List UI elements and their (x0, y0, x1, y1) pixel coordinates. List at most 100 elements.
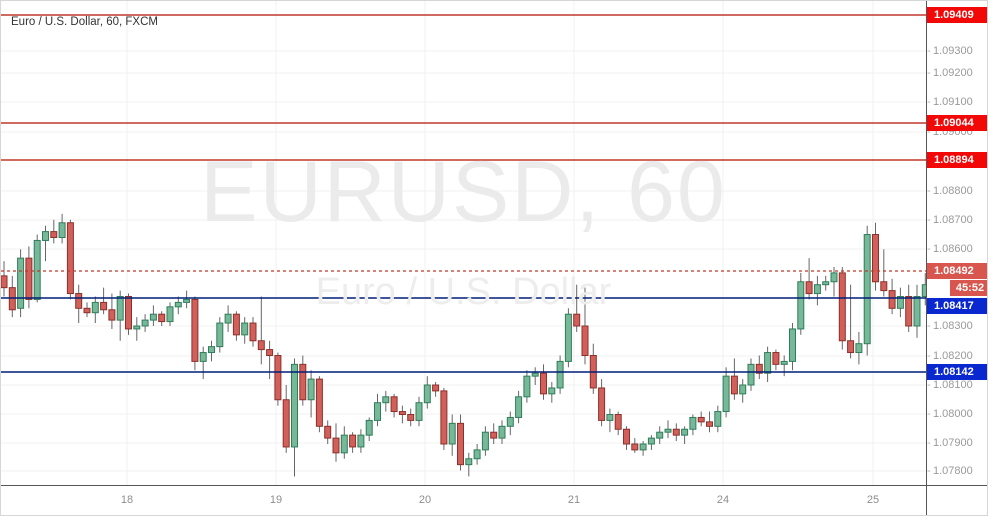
candle[interactable] (315, 376, 323, 433)
candle[interactable] (374, 393, 381, 427)
candle[interactable] (614, 411, 622, 436)
candle[interactable] (33, 234, 41, 303)
candle[interactable] (415, 396, 423, 427)
candle[interactable] (548, 382, 556, 403)
candle[interactable] (432, 382, 440, 397)
candle[interactable] (66, 219, 74, 300)
candle[interactable] (540, 364, 547, 400)
price-axis[interactable]: -1.09300-1.09200-1.09100-1.09000-1.08800… (926, 1, 987, 485)
candle[interactable] (257, 296, 265, 365)
candle[interactable] (755, 355, 763, 380)
candle[interactable] (423, 376, 431, 409)
candle[interactable] (623, 426, 630, 450)
price-label-badge[interactable]: 1.09409 (927, 7, 987, 23)
candle[interactable] (573, 284, 581, 332)
countdown-badge[interactable]: 45:52 (950, 280, 987, 296)
candle[interactable] (465, 452, 473, 477)
candle[interactable] (324, 420, 332, 444)
candle[interactable] (606, 408, 614, 433)
candle[interactable] (307, 370, 315, 418)
candle[interactable] (108, 293, 116, 329)
candle[interactable] (365, 417, 373, 442)
candle[interactable] (398, 405, 406, 424)
candle[interactable] (905, 284, 913, 332)
candle[interactable] (133, 317, 141, 341)
candle[interactable] (91, 296, 99, 324)
candle[interactable] (581, 287, 589, 365)
candle[interactable] (697, 411, 705, 427)
candle[interactable] (880, 249, 888, 297)
candle[interactable] (407, 408, 415, 427)
price-label-badge[interactable]: 1.09044 (927, 115, 987, 131)
candle[interactable] (199, 346, 207, 380)
candle[interactable] (830, 267, 838, 297)
candle[interactable] (664, 420, 672, 439)
candle[interactable] (639, 441, 647, 456)
candle[interactable] (166, 302, 174, 326)
candle[interactable] (17, 249, 25, 318)
candle[interactable] (656, 426, 664, 444)
candle[interactable] (531, 367, 539, 385)
candle[interactable] (50, 219, 58, 244)
candle[interactable] (58, 213, 66, 244)
candle[interactable] (747, 358, 755, 391)
candle[interactable] (349, 432, 357, 453)
price-plot-area[interactable]: EURUSD, 60 Euro / U.S. Dollar Euro / U.S… (1, 1, 926, 485)
candle[interactable] (141, 314, 149, 332)
candle[interactable] (498, 420, 506, 444)
candle[interactable] (813, 275, 821, 306)
candle[interactable] (191, 296, 199, 371)
candle[interactable] (83, 302, 91, 318)
candle[interactable] (116, 290, 124, 341)
candle[interactable] (125, 293, 132, 335)
candle[interactable] (872, 222, 879, 291)
candle[interactable] (805, 258, 813, 300)
candle[interactable] (730, 358, 738, 400)
candle[interactable] (274, 352, 282, 406)
price-label-badge[interactable]: 1.08417 (927, 298, 987, 314)
candle[interactable] (913, 284, 921, 338)
price-label-badge[interactable]: 1.08894 (927, 152, 987, 168)
candle[interactable] (332, 423, 340, 462)
candle[interactable] (158, 311, 166, 326)
candle[interactable] (780, 355, 788, 377)
candle[interactable] (1, 261, 8, 297)
candle[interactable] (340, 426, 348, 459)
candle[interactable] (722, 367, 730, 418)
candle[interactable] (183, 290, 191, 309)
candle[interactable] (457, 414, 464, 471)
candle[interactable] (174, 296, 182, 315)
candle[interactable] (739, 379, 747, 403)
candle[interactable] (75, 284, 83, 324)
candle[interactable] (789, 323, 796, 371)
candle[interactable] (481, 426, 489, 456)
candle[interactable] (291, 358, 298, 477)
candle[interactable] (149, 305, 157, 326)
candle[interactable] (299, 355, 307, 406)
candle[interactable] (382, 390, 390, 412)
candle[interactable] (863, 225, 871, 356)
candle[interactable] (598, 379, 606, 427)
candle[interactable] (440, 387, 448, 450)
candle[interactable] (25, 246, 33, 309)
candle[interactable] (647, 435, 655, 450)
candle[interactable] (282, 385, 290, 453)
candle[interactable] (706, 411, 713, 433)
candle[interactable] (490, 423, 498, 444)
candle[interactable] (714, 405, 722, 433)
candle[interactable] (921, 272, 926, 306)
candle[interactable] (448, 414, 456, 456)
candle[interactable] (681, 426, 689, 444)
candle[interactable] (888, 278, 896, 315)
candle[interactable] (523, 370, 531, 403)
candle[interactable] (797, 272, 805, 335)
candle[interactable] (589, 343, 597, 394)
candle[interactable] (232, 311, 240, 341)
candle[interactable] (100, 287, 108, 315)
candle[interactable] (556, 355, 564, 394)
candle[interactable] (822, 275, 830, 291)
candle[interactable] (8, 275, 16, 318)
candle[interactable] (241, 317, 249, 344)
candle[interactable] (689, 414, 697, 436)
time-axis[interactable]: 18 19 20 21 24 25 (1, 485, 987, 515)
